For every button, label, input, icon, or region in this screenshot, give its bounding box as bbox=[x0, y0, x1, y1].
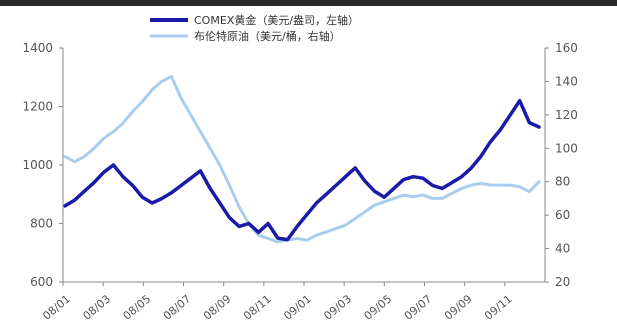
left-axis-tick-label: 600 bbox=[30, 275, 53, 289]
x-axis-tick-label: 08/11 bbox=[241, 292, 274, 322]
comex-gold-series-line bbox=[63, 98, 541, 242]
x-axis-tick-label: 08/01 bbox=[40, 292, 73, 322]
right-axis-tick-label: 80 bbox=[555, 175, 570, 189]
legend-label-oil: 布伦特原油（美元/桶，右轴） bbox=[194, 29, 341, 43]
right-axis-tick-label: 60 bbox=[555, 208, 570, 222]
x-axis-tick-label: 08/03 bbox=[80, 292, 113, 322]
x-axis-tick-label: 09/03 bbox=[321, 292, 354, 322]
left-axis-tick-label: 1000 bbox=[22, 158, 53, 172]
right-axis-tick-label: 20 bbox=[555, 275, 570, 289]
right-axis-tick-label: 120 bbox=[555, 108, 578, 122]
left-axis-tick-label: 1400 bbox=[22, 41, 53, 55]
left-axis-tick-label: 1200 bbox=[22, 100, 53, 114]
x-axis-tick-label: 08/07 bbox=[161, 292, 194, 322]
x-axis-tick-label: 09/05 bbox=[362, 292, 395, 322]
top-border-band bbox=[0, 0, 617, 6]
x-axis-tick-label: 08/09 bbox=[201, 292, 234, 322]
x-axis-tick-label: 09/07 bbox=[402, 292, 435, 322]
brent-oil-series-line bbox=[63, 74, 541, 244]
left-axis-tick-label: 800 bbox=[30, 217, 53, 231]
legend-label-gold: COMEX黄金（美元/盎司，左轴） bbox=[194, 13, 359, 27]
x-axis-tick-label: 09/09 bbox=[442, 292, 475, 322]
right-axis-tick-label: 140 bbox=[555, 74, 578, 88]
right-axis-tick-label: 100 bbox=[555, 141, 578, 155]
right-axis-tick-label: 160 bbox=[555, 41, 578, 55]
right-axis-tick-label: 40 bbox=[555, 242, 570, 256]
x-axis-tick-label: 09/01 bbox=[281, 292, 314, 322]
x-axis-tick-label: 08/05 bbox=[121, 292, 154, 322]
x-axis-tick-label: 09/11 bbox=[482, 292, 515, 322]
